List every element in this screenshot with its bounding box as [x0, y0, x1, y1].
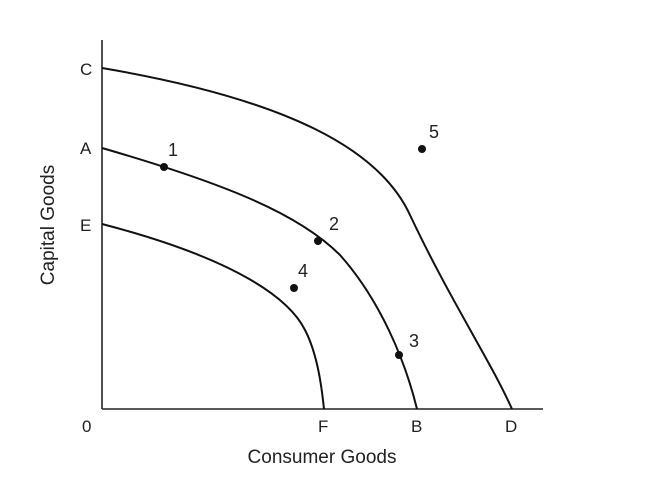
point-4-dot [290, 284, 298, 292]
x-label-b: B [411, 417, 422, 436]
x-label-d: D [505, 417, 517, 436]
curve-cd [101, 67, 513, 410]
curve-ab [101, 147, 418, 410]
point-2: 2 [314, 214, 339, 245]
point-5: 5 [418, 122, 439, 153]
origin-label: 0 [82, 417, 91, 436]
point-4: 4 [290, 261, 308, 292]
point-2-dot [314, 237, 322, 245]
point-1-label: 1 [168, 140, 178, 160]
point-3-label: 3 [409, 331, 419, 351]
x-axis-title: Consumer Goods [248, 447, 397, 468]
curve-ef [101, 223, 325, 410]
point-3: 3 [395, 331, 419, 359]
point-5-dot [418, 145, 426, 153]
x-label-f: F [318, 417, 328, 436]
y-axis-title: Capital Goods [38, 165, 59, 285]
point-1: 1 [160, 140, 178, 171]
y-label-a: A [80, 139, 92, 158]
point-3-dot [395, 351, 403, 359]
point-2-label: 2 [329, 214, 339, 234]
y-label-e: E [80, 216, 91, 235]
y-label-c: C [80, 60, 92, 79]
point-1-dot [160, 163, 168, 171]
point-4-label: 4 [298, 261, 308, 281]
point-5-label: 5 [429, 122, 439, 142]
